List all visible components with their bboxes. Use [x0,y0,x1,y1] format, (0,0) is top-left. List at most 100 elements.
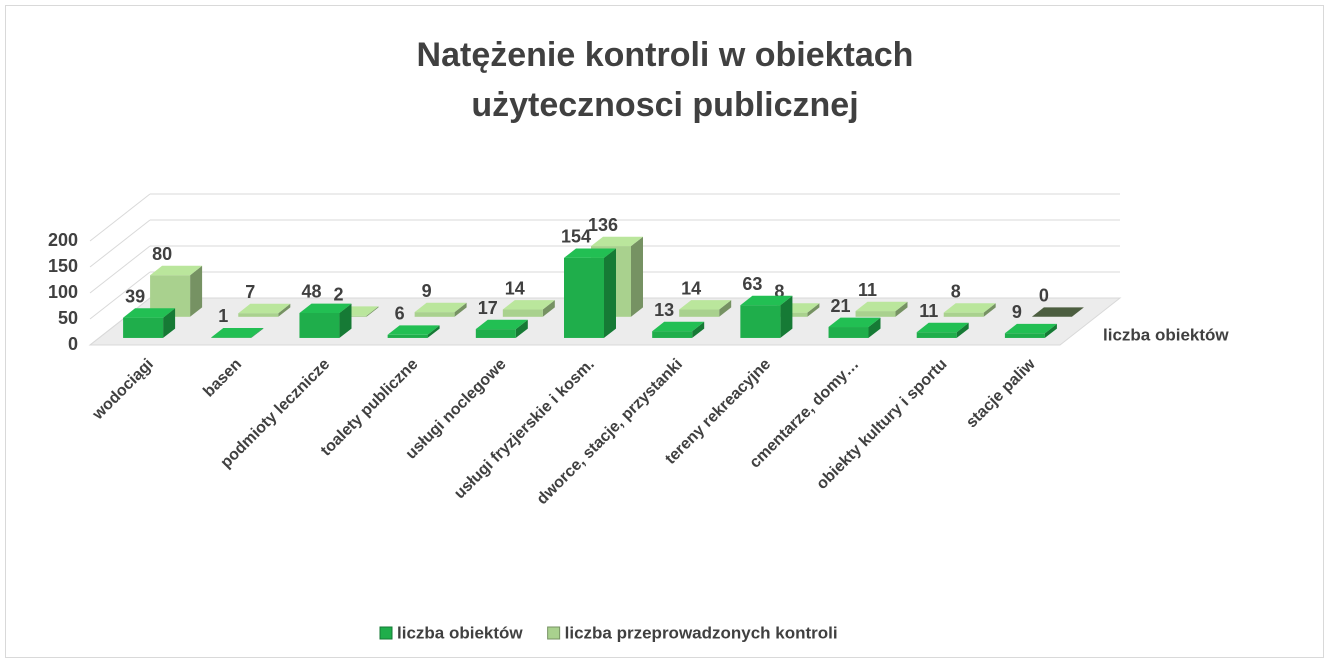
bar-front [475,329,516,338]
bar-top [652,321,705,332]
bar-top [916,322,969,333]
bar-front [652,331,693,338]
bar-top [475,319,528,330]
bar-top [828,317,881,327]
value-label: 6 [395,304,405,324]
bar [828,317,881,338]
bar-front [414,312,455,317]
bar-top [414,302,467,313]
value-label: 17 [478,298,498,318]
bar [740,295,793,338]
value-label: 63 [742,274,762,294]
bar-side [895,301,908,317]
bar-front [740,305,781,338]
bar [855,301,908,317]
bar [502,300,555,317]
grid-line [89,271,151,320]
bar-top [299,303,352,313]
legend-swatch [379,626,393,640]
value-label: 14 [681,278,701,298]
value-label: 8 [951,281,961,301]
bar-top [238,303,291,314]
y-tick-label: 150 [48,256,78,276]
value-label: 136 [588,215,618,235]
bar [299,303,352,338]
value-label: 13 [654,300,674,320]
value-label: 1 [218,306,228,326]
bar-side [251,328,264,338]
y-tick-label: 50 [58,308,78,328]
bar-front [387,334,428,338]
grid-line [89,219,151,268]
bar-front [238,313,279,317]
value-label: 21 [831,296,851,316]
bar-front [123,317,164,338]
bar-front [679,309,720,317]
bar [916,322,969,338]
bar-front [1004,333,1045,338]
bar-side [278,303,291,317]
y-tick-label: 200 [48,230,78,250]
value-label: 14 [505,278,525,298]
bar [1031,307,1084,317]
legend-label: liczba przeprowadzonych kontroli [565,623,838,642]
bar-side [163,308,176,338]
bar-front [828,327,869,338]
bar-top [211,328,264,338]
depth-axis-label: liczba obiektów [1103,325,1229,344]
bar-top [679,300,732,310]
bar-top [123,308,176,318]
bar-side [542,300,555,317]
bar-front [299,312,340,338]
bar-side [868,317,881,338]
bar-top [943,303,996,313]
grid-line [89,245,151,294]
bar [943,303,996,317]
value-label: 39 [125,286,145,306]
chart-title: Natężenie kontroli w obiektach [417,36,914,74]
bar-top [150,265,203,276]
bar-front [564,257,604,338]
bar-side [807,303,820,317]
bar-top [855,301,908,312]
bar-top [740,295,793,306]
bar-side [631,236,643,317]
bar [652,321,705,338]
legend-label: liczba obiektów [397,623,523,642]
bar-side [956,322,969,338]
bar-side [366,306,379,317]
value-label: 154 [561,227,591,247]
bar-side [339,303,352,338]
bar-front [211,337,252,338]
value-label: 11 [858,280,877,300]
grid-line [89,193,151,242]
value-label: 9 [1012,302,1022,322]
bar [564,248,616,338]
bar [679,300,732,317]
bar-top [1004,323,1057,334]
legend-swatch [547,626,561,640]
bar [123,308,176,338]
bar-front [855,311,896,317]
bar [475,319,528,338]
bar-side [1044,323,1057,338]
value-label: 7 [245,282,255,302]
value-label: 9 [422,281,432,301]
bar-top [1031,307,1084,317]
bar [238,303,291,317]
bar-front [502,309,543,317]
bar-side [604,248,616,338]
bar-front [943,312,984,317]
bar [1004,323,1057,338]
bar-top [564,248,616,258]
value-label: 0 [1039,286,1049,306]
bar-side [780,295,793,338]
bar-side [515,319,528,338]
bar [211,328,264,338]
bar-top [591,236,643,247]
value-label: 48 [301,282,321,302]
bar [387,325,440,338]
bar-side [190,265,203,317]
grid-line [89,297,151,346]
